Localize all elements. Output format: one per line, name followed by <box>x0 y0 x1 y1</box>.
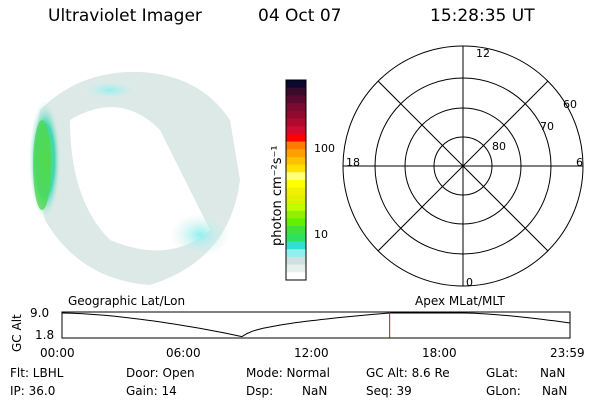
colorbar-band <box>286 241 306 250</box>
colorbar-band <box>286 80 306 89</box>
colorbar-band <box>286 249 306 258</box>
mlt-label-18: 18 <box>346 156 360 169</box>
glat-label: GLat: <box>486 366 519 380</box>
gain: Gain: 14 <box>126 384 177 398</box>
colorbar-band <box>286 133 306 143</box>
timeline-ylabel: GC Alt <box>10 314 24 352</box>
colorbar-band <box>286 195 306 204</box>
apex-label: Apex MLat/MLT <box>415 294 505 308</box>
door: Door: Open <box>126 366 195 380</box>
ytick-1.8: 1.8 <box>35 328 55 342</box>
colorbar-band <box>286 256 306 266</box>
colorbar-band <box>286 272 306 281</box>
colorbar-band <box>286 210 306 219</box>
ytick-9: 9.0 <box>30 306 50 320</box>
colorbar-band <box>286 110 306 119</box>
mlt-label-12: 12 <box>476 47 490 60</box>
mlt-label-6: 6 <box>576 156 583 169</box>
glat-value: NaN <box>540 366 566 380</box>
auroral-image <box>29 71 240 286</box>
colorbar-band <box>286 141 306 150</box>
dsp-value: NaN <box>302 384 328 398</box>
glon-value: NaN <box>542 384 568 398</box>
lat-label-80: 80 <box>492 140 506 153</box>
date-label: 04 Oct 07 <box>258 6 342 26</box>
lat-label-60: 60 <box>563 98 577 111</box>
colorbar-band <box>286 264 306 273</box>
colorbar-band <box>286 203 306 212</box>
lat-label-70: 70 <box>540 120 554 133</box>
colorbar-band <box>286 226 306 235</box>
colorbar <box>286 80 306 281</box>
dsp-label: Dsp: <box>246 384 274 398</box>
colorbar-band <box>286 118 306 127</box>
colorbar-tick-100: 100 <box>314 142 335 155</box>
colorbar-band <box>286 103 306 112</box>
seq: Seq: 39 <box>366 384 412 398</box>
colorbar-band <box>286 180 306 189</box>
gc-alt: GC Alt: 8.6 Re <box>366 366 450 380</box>
altitude-curve <box>61 312 571 338</box>
colorbar-band <box>286 156 306 166</box>
colorbar-band <box>286 149 306 158</box>
xtick-0: 00:00 <box>40 346 75 360</box>
mode: Mode: Normal <box>246 366 330 380</box>
timeline-frame <box>61 311 571 339</box>
colorbar-frame <box>285 79 307 281</box>
colorbar-label: photon cm⁻²s⁻¹ <box>270 145 285 246</box>
colorbar-band <box>286 233 306 243</box>
ip: IP: 36.0 <box>10 384 56 398</box>
xtick-2359: 23:59 <box>550 346 585 360</box>
colorbar-band <box>286 172 306 181</box>
colorbar-band <box>286 87 306 96</box>
colorbar-band <box>286 187 306 196</box>
polar-grid <box>342 45 584 287</box>
colorbar-band <box>286 164 306 173</box>
geographic-label: Geographic Lat/Lon <box>68 294 186 308</box>
xtick-12: 12:00 <box>294 346 329 360</box>
glon-label: GLon: <box>486 384 521 398</box>
colorbar-band <box>286 95 306 104</box>
instrument-title: Ultraviolet Imager <box>48 6 202 26</box>
colorbar-tick-10: 10 <box>314 228 328 241</box>
colorbar-band <box>286 126 306 135</box>
filter: Flt: LBHL <box>10 366 64 380</box>
time-label: 15:28:35 UT <box>430 6 535 26</box>
colorbar-band <box>286 218 306 227</box>
mlt-label-0: 0 <box>466 276 473 289</box>
xtick-6: 06:00 <box>166 346 201 360</box>
xtick-18: 18:00 <box>422 346 457 360</box>
